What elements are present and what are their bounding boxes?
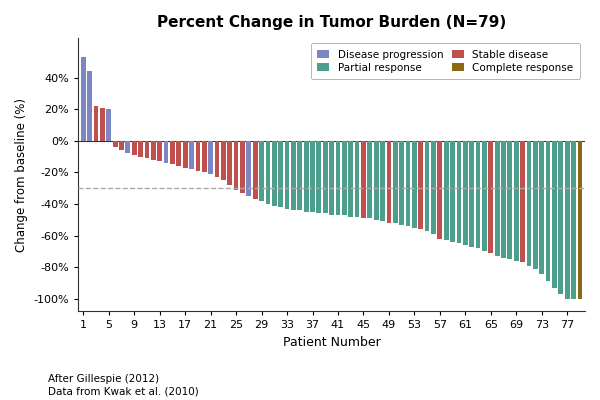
Bar [183, 141, 188, 168]
Bar [272, 141, 277, 206]
Bar [355, 141, 359, 217]
Bar [170, 141, 175, 164]
Bar [329, 141, 334, 215]
Bar [94, 106, 98, 141]
Bar [145, 141, 149, 158]
Bar [284, 141, 289, 209]
Bar [393, 141, 398, 223]
Bar [406, 141, 410, 226]
Bar [81, 57, 86, 141]
Bar [520, 141, 525, 262]
Bar [514, 141, 518, 261]
Bar [189, 141, 194, 169]
Bar [335, 141, 340, 215]
Legend: Disease progression, Partial response, Stable disease, Complete response: Disease progression, Partial response, S… [311, 43, 580, 79]
Bar [196, 141, 200, 171]
Bar [106, 109, 111, 141]
Title: Percent Change in Tumor Burden (N=79): Percent Change in Tumor Burden (N=79) [157, 15, 506, 30]
Bar [444, 141, 449, 240]
Bar [138, 141, 143, 156]
Bar [469, 141, 474, 247]
Bar [527, 141, 532, 266]
Bar [425, 141, 430, 231]
Bar [565, 141, 569, 299]
Text: After Gillespie (2012)
Data from Kwak et al. (2010): After Gillespie (2012) Data from Kwak et… [48, 374, 199, 396]
Bar [291, 141, 296, 210]
Bar [208, 141, 213, 174]
Bar [100, 108, 105, 141]
Bar [157, 141, 162, 161]
Bar [298, 141, 302, 210]
Bar [476, 141, 481, 248]
Bar [412, 141, 417, 228]
Bar [266, 141, 271, 204]
Bar [119, 141, 124, 150]
Bar [457, 141, 461, 244]
Bar [125, 141, 130, 154]
Bar [571, 141, 576, 299]
Bar [316, 141, 321, 214]
Bar [323, 141, 328, 214]
Bar [437, 141, 442, 239]
Bar [367, 141, 372, 218]
X-axis label: Patient Number: Patient Number [283, 336, 380, 349]
Bar [202, 141, 206, 172]
Bar [399, 141, 404, 224]
Bar [380, 141, 385, 221]
Bar [418, 141, 423, 229]
Bar [545, 141, 550, 282]
Bar [164, 141, 169, 163]
Y-axis label: Change from baseline (%): Change from baseline (%) [15, 98, 28, 252]
Bar [501, 141, 506, 258]
Bar [227, 141, 232, 185]
Bar [342, 141, 347, 215]
Bar [247, 141, 251, 196]
Bar [113, 141, 118, 147]
Bar [310, 141, 315, 212]
Bar [87, 71, 92, 141]
Bar [234, 141, 238, 190]
Bar [386, 141, 391, 223]
Bar [374, 141, 379, 220]
Bar [132, 141, 137, 155]
Bar [495, 141, 500, 256]
Bar [215, 141, 220, 177]
Bar [463, 141, 467, 245]
Bar [450, 141, 455, 242]
Bar [431, 141, 436, 234]
Bar [253, 141, 257, 199]
Bar [552, 141, 557, 288]
Bar [240, 141, 245, 193]
Bar [259, 141, 264, 201]
Bar [508, 141, 512, 259]
Bar [176, 141, 181, 166]
Bar [559, 141, 563, 294]
Bar [488, 141, 493, 253]
Bar [278, 141, 283, 207]
Bar [578, 141, 582, 299]
Bar [482, 141, 487, 251]
Bar [221, 141, 226, 180]
Bar [533, 141, 538, 269]
Bar [304, 141, 308, 212]
Bar [151, 141, 156, 160]
Bar [349, 141, 353, 217]
Bar [539, 141, 544, 274]
Bar [361, 141, 366, 218]
